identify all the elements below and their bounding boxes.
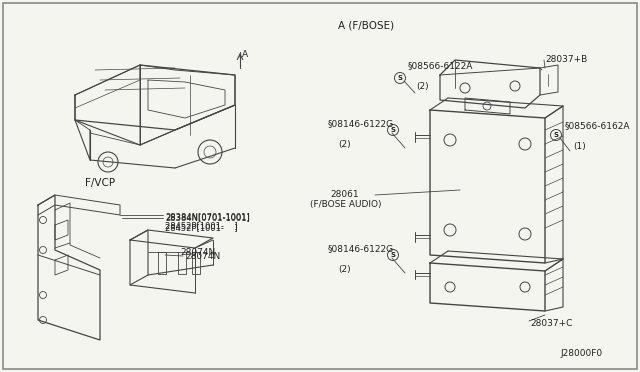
Text: S: S [397, 75, 403, 81]
Text: (2): (2) [416, 82, 429, 91]
Text: 28384N[0701-1001]: 28384N[0701-1001] [165, 212, 250, 221]
Text: 28452P[1001-    ]: 28452P[1001- ] [165, 221, 237, 230]
Text: 28061: 28061 [330, 190, 358, 199]
Text: §08566-6122A: §08566-6122A [408, 61, 474, 70]
Bar [158, 252, 166, 274]
Text: (1): (1) [573, 142, 586, 151]
Bar [192, 252, 200, 274]
Text: S: S [554, 132, 559, 138]
Text: 28074N: 28074N [185, 252, 220, 261]
Text: 28037+C: 28037+C [530, 319, 572, 328]
Text: §08146-6122G: §08146-6122G [328, 119, 394, 128]
Text: 28452P[1001-    ]: 28452P[1001- ] [165, 223, 237, 232]
Text: 28037+B: 28037+B [545, 55, 588, 64]
Text: (2): (2) [338, 265, 351, 274]
Text: (2): (2) [338, 140, 351, 149]
Text: A (F/BOSE): A (F/BOSE) [338, 20, 394, 30]
Text: S: S [390, 252, 396, 258]
Text: 28074N: 28074N [180, 248, 215, 257]
Text: F/VCP: F/VCP [85, 178, 115, 188]
Text: J28000F0: J28000F0 [560, 349, 602, 358]
Text: S: S [390, 127, 396, 133]
Text: §08146-6122G: §08146-6122G [328, 244, 394, 253]
Text: (F/BOSE AUDIO): (F/BOSE AUDIO) [310, 200, 381, 209]
Text: A: A [242, 50, 248, 59]
Text: §08566-6162A: §08566-6162A [565, 121, 630, 130]
Bar [178, 252, 186, 274]
Text: 28384N[0701-1001]: 28384N[0701-1001] [165, 213, 250, 222]
